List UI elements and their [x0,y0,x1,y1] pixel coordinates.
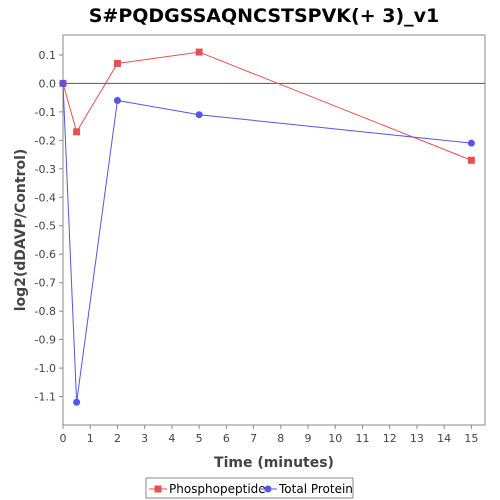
legend-marker-0 [154,485,162,493]
y-tick-label: -0.1 [35,106,56,119]
y-tick-label: -0.3 [35,163,56,176]
data-point [467,139,475,147]
y-tick-label: -1.1 [35,391,56,404]
y-tick-label: -0.2 [35,134,56,147]
x-tick-label: 1 [87,432,94,445]
x-tick-label: 13 [410,432,424,445]
x-axis-label: Time (minutes) [214,455,334,471]
x-tick-label: 3 [141,432,148,445]
x-tick-label: 8 [277,432,284,445]
y-tick-label: -0.9 [35,334,56,347]
x-tick-label: 11 [355,432,369,445]
legend-label-0: Phosphopeptide [169,482,266,496]
x-axis: 0 1 2 3 4 5 6 7 8 9 10 11 12 13 14 15 [60,424,485,445]
data-point [467,156,475,164]
y-tick-label: -0.5 [35,220,56,233]
data-point [195,111,203,119]
data-point [59,79,67,87]
x-tick-label: 14 [437,432,451,445]
legend-label-1: Total Protein [278,482,353,496]
y-axis-label: log2(dDAVP/Control) [13,149,29,312]
legend-box [145,477,354,499]
data-point [195,48,203,56]
data-point [113,96,121,104]
x-tick-label: 6 [223,432,230,445]
series-layer [59,48,475,406]
y-tick-label: -0.4 [35,191,56,204]
y-tick-label: -0.6 [35,248,56,261]
x-tick-label: 10 [328,432,342,445]
y-tick-label: 0.1 [39,49,57,62]
x-tick-label: 5 [196,432,203,445]
data-point [73,128,81,136]
y-axis: 0.1 0.0 -0.1 -0.2 -0.3 -0.4 -0.5 -0.6 -0.7 -0.8 -0… [35,35,64,425]
x-tick-label: 2 [114,432,121,445]
plot-area [62,34,486,426]
x-tick-label: 7 [250,432,257,445]
y-tick-label: 0.0 [39,77,57,90]
x-tick-label: 12 [383,432,397,445]
x-tick-label: 15 [464,432,478,445]
legend-marker-1 [264,485,272,493]
data-point [113,59,121,67]
chart-title: S#PQDGSSAQNCSTSPVK(+ 3)_v1 [89,5,440,27]
data-point [73,398,81,406]
legend: Phosphopeptide Total Protein [145,477,354,499]
x-tick-label: 4 [168,432,175,445]
y-tick-label: -0.7 [35,277,56,290]
y-tick-label: -1.0 [35,362,56,375]
y-tick-label: -0.8 [35,305,56,318]
x-tick-label: 9 [305,432,312,445]
x-tick-label: 0 [60,432,67,445]
